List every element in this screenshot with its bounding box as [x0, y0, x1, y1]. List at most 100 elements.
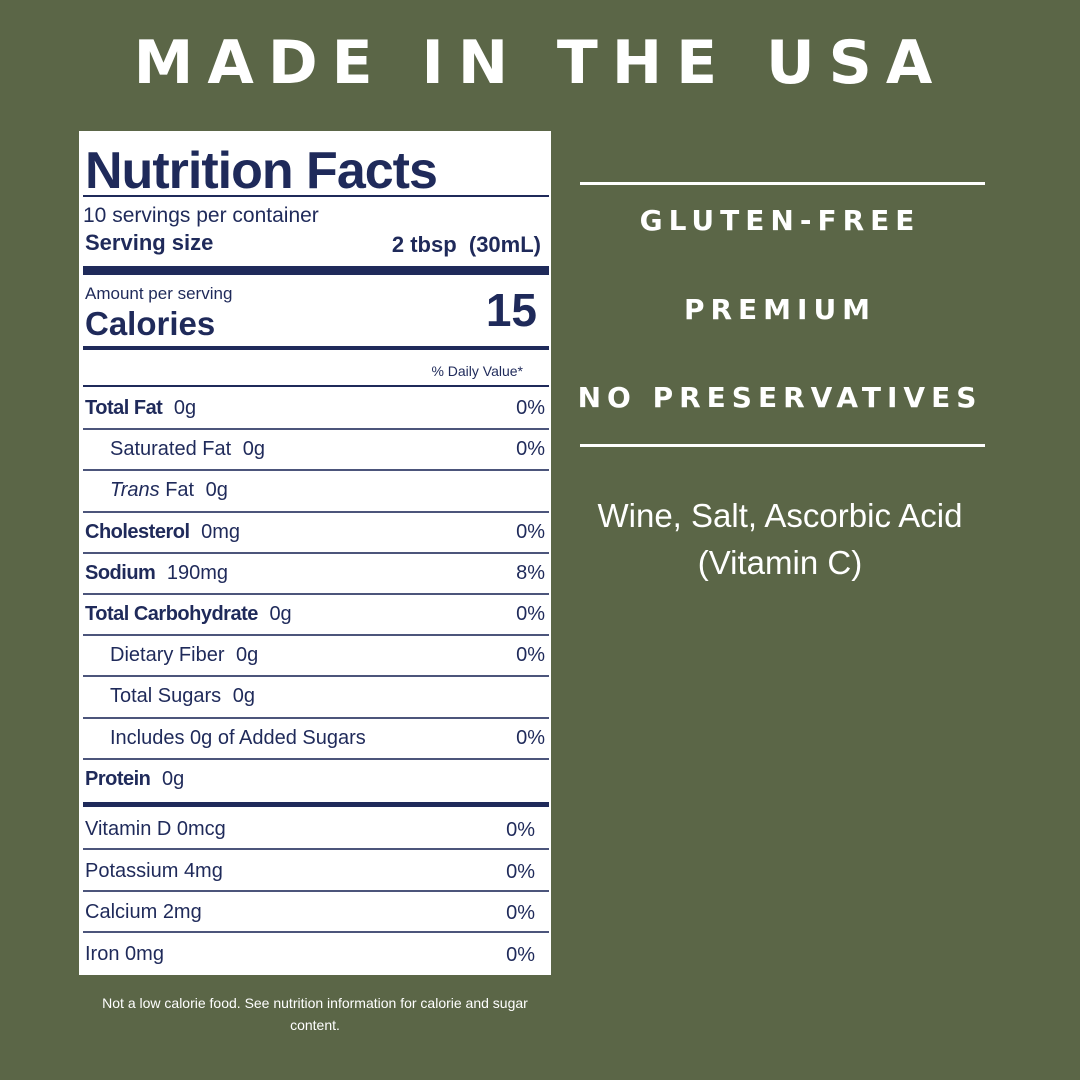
nutrient-row: Total Sugars 0g [79, 676, 551, 719]
nutrient-name: Total Fat 0g [85, 397, 196, 420]
rule [83, 428, 549, 431]
ingredients: Wine, Salt, Ascorbic Acid (Vitamin C) [597, 497, 963, 581]
rule [83, 757, 549, 760]
vitamin-name: Iron 0mg [85, 943, 164, 966]
nutrient-row: Saturated Fat 0g 0% [79, 429, 551, 472]
vitamin-name: Calcium 2mg [85, 901, 202, 924]
daily-value: 0% [516, 438, 545, 461]
nutrient-amount: 0mg [201, 520, 240, 543]
daily-value-header: % Daily Value* [431, 363, 523, 379]
nutrient-name: Total Fat [85, 397, 163, 419]
label-title: Nutrition Facts [85, 142, 438, 200]
rule [83, 551, 549, 554]
rule [83, 848, 549, 850]
nutrient-row: Protein 0g [79, 759, 551, 800]
nutrient-name: Cholesterol 0mg [85, 521, 240, 544]
nutrient-row: Dietary Fiber 0g 0% [79, 635, 551, 678]
nutrient-name: Total Carbohydrate [85, 603, 258, 625]
claim: NO PRESERVATIVES [577, 381, 983, 414]
calories-value: 15 [485, 284, 537, 336]
rule [83, 802, 549, 807]
daily-value: 0% [516, 397, 545, 419]
daily-value: 0% [516, 644, 545, 667]
claim: PREMIUM [683, 292, 877, 326]
rule [83, 675, 549, 678]
servings: 10 servings per container [83, 204, 319, 227]
rule [83, 346, 549, 350]
vitamin-name: Iron [85, 942, 120, 965]
nutrient-amount: 0g [161, 767, 185, 790]
amount-per-serving: Amount per serving [85, 284, 233, 303]
vitamin-name: Potassium [85, 859, 179, 882]
nutrient-name: Saturated Fat [110, 438, 232, 461]
nutrient-amount: 0g [236, 644, 259, 667]
calories-label: Calories [85, 305, 216, 342]
rule [83, 592, 549, 595]
rule [83, 889, 549, 892]
nutrient-name-italic: Trans [110, 479, 160, 502]
nutrient-name: Protein 0g [85, 768, 184, 791]
footnote: Not a low calorie food. See nutrition in… [102, 995, 528, 1033]
vitamin-name: Vitamin D [85, 818, 172, 840]
vitamin-name: Potassium 4mg [85, 860, 223, 883]
serving-size-value: 2 tbsp (30mL) [391, 232, 541, 257]
header-title: MADE IN THE USA [133, 28, 947, 98]
daily-value: 0% [506, 902, 535, 924]
rule [83, 510, 549, 513]
daily-value: 0% [506, 860, 535, 883]
nutrient-name: Fat [165, 479, 195, 502]
vitamin-name: Vitamin D 0mcg [85, 818, 226, 841]
nutrient-name: Protein [85, 767, 151, 790]
daily-value: 0% [506, 819, 535, 841]
nutrient-name: Sodium 190mg [85, 562, 228, 585]
vitamin-row: Vitamin D 0mcg 0% [79, 808, 551, 850]
nutrient-row: Trans Fat 0g [79, 470, 551, 513]
rule [83, 469, 549, 472]
nutrient-name: Cholesterol [85, 520, 190, 543]
nutrient-name: Dietary Fiber 0g [110, 644, 258, 667]
vitamin-row: Potassium 4mg 0% [79, 850, 551, 892]
divider [580, 182, 985, 185]
nutrient-name: Includes 0g of Added Sugars [110, 727, 366, 750]
vitamin-name: Calcium [85, 901, 158, 923]
nutrient-row: Sodium 190mg 8% [79, 553, 551, 595]
vitamin-row: Iron 0mg 0% [79, 933, 551, 974]
daily-value: 0% [506, 943, 535, 966]
nutrient-name: Total Carbohydrate 0g [85, 603, 292, 626]
nutrient-amount: 0g [205, 479, 228, 502]
nutrient-name: Total Sugars [110, 685, 222, 708]
divider [580, 444, 985, 447]
nutrient-row: Total Carbohydrate 0g 0% [79, 594, 551, 637]
nutrient-amount: 0g [269, 603, 292, 625]
rule [83, 716, 549, 719]
nutrient-row: Includes 0g of Added Sugars 0% [79, 718, 551, 760]
nutrient-amount: 0g [242, 438, 265, 461]
rule [83, 931, 549, 933]
nutrient-amount: 0g [173, 397, 197, 419]
nutrient-name: Includes 0g of Added Sugars [110, 726, 366, 749]
nutrient-amount: 0g [232, 685, 255, 708]
nutrient-name: Sodium [85, 561, 156, 584]
nutrient-amount: 190mg [166, 561, 229, 584]
vitamin-amount: 0mg [125, 942, 164, 965]
vitamin-row: Calcium 2mg 0% [79, 891, 551, 933]
daily-value: 0% [516, 726, 545, 749]
daily-value: 8% [516, 561, 545, 584]
vitamin-amount: 0mcg [176, 818, 226, 840]
rule [83, 634, 549, 637]
rule [83, 195, 549, 197]
nutrient-name: Total Sugars 0g [110, 685, 255, 708]
vitamin-amount: 2mg [162, 901, 202, 923]
daily-value: 0% [516, 520, 545, 543]
rule [83, 385, 549, 387]
nutrient-row: Cholesterol 0mg 0% [79, 512, 551, 554]
nutrition-label: Nutrition Facts 10 servings per container… [79, 131, 551, 975]
daily-value: 0% [516, 603, 545, 625]
nutrient-name: Dietary Fiber [110, 644, 225, 667]
claim: GLUTEN-FREE [639, 204, 921, 237]
nutrient-row: Total Fat 0g 0% [79, 388, 551, 431]
rule [83, 266, 549, 275]
serving-size-label: Serving size [85, 230, 214, 255]
vitamin-amount: 4mg [183, 859, 223, 882]
